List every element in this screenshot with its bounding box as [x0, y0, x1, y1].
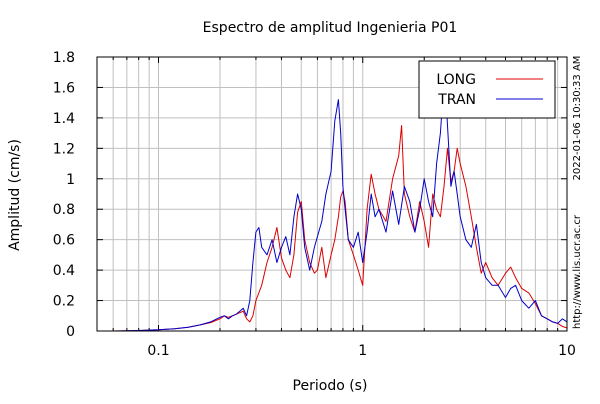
legend-label-long: LONG	[436, 72, 476, 88]
series-line-tran	[97, 79, 568, 332]
y-tick-label: 1.4	[53, 111, 75, 127]
source-url-label: http://www.lis.ucr.ac.cr	[572, 214, 583, 329]
y-tick-label: 1.2	[53, 141, 75, 157]
plot-frame	[96, 56, 568, 332]
x-tick-label: 0.1	[147, 343, 169, 359]
series-layer	[97, 79, 568, 332]
y-tick-label: 0.8	[53, 202, 75, 218]
timestamp-label: 2022-01-06 10:30:33 AM	[572, 56, 583, 181]
y-tick-label: 0.4	[53, 263, 75, 279]
y-axis-label: Amplitud (cm/s)	[7, 139, 23, 251]
legend-box	[418, 60, 556, 119]
x-axis-label: Periodo (s)	[293, 378, 368, 394]
legend: LONG TRAN	[418, 60, 556, 119]
y-tick-label: 0.2	[53, 294, 75, 310]
legend-label-tran: TRAN	[437, 92, 476, 108]
y-tick-label: 0	[66, 324, 75, 340]
axis-ticks: 0 0.2 0.4 0.6 0.8 1 1.2 1.4 1.6 1.8 0.1 1 10	[53, 50, 576, 359]
y-tick-label: 1	[66, 172, 75, 188]
y-tick-label: 0.6	[53, 233, 75, 249]
y-tick-label: 1.6	[53, 80, 75, 96]
y-tick-label: 1.8	[53, 50, 75, 66]
series-line-long	[97, 125, 568, 332]
chart-title: Espectro de amplitud Ingenieria P01	[203, 20, 458, 36]
x-tick-label: 10	[558, 343, 576, 359]
x-tick-label: 1	[358, 343, 367, 359]
